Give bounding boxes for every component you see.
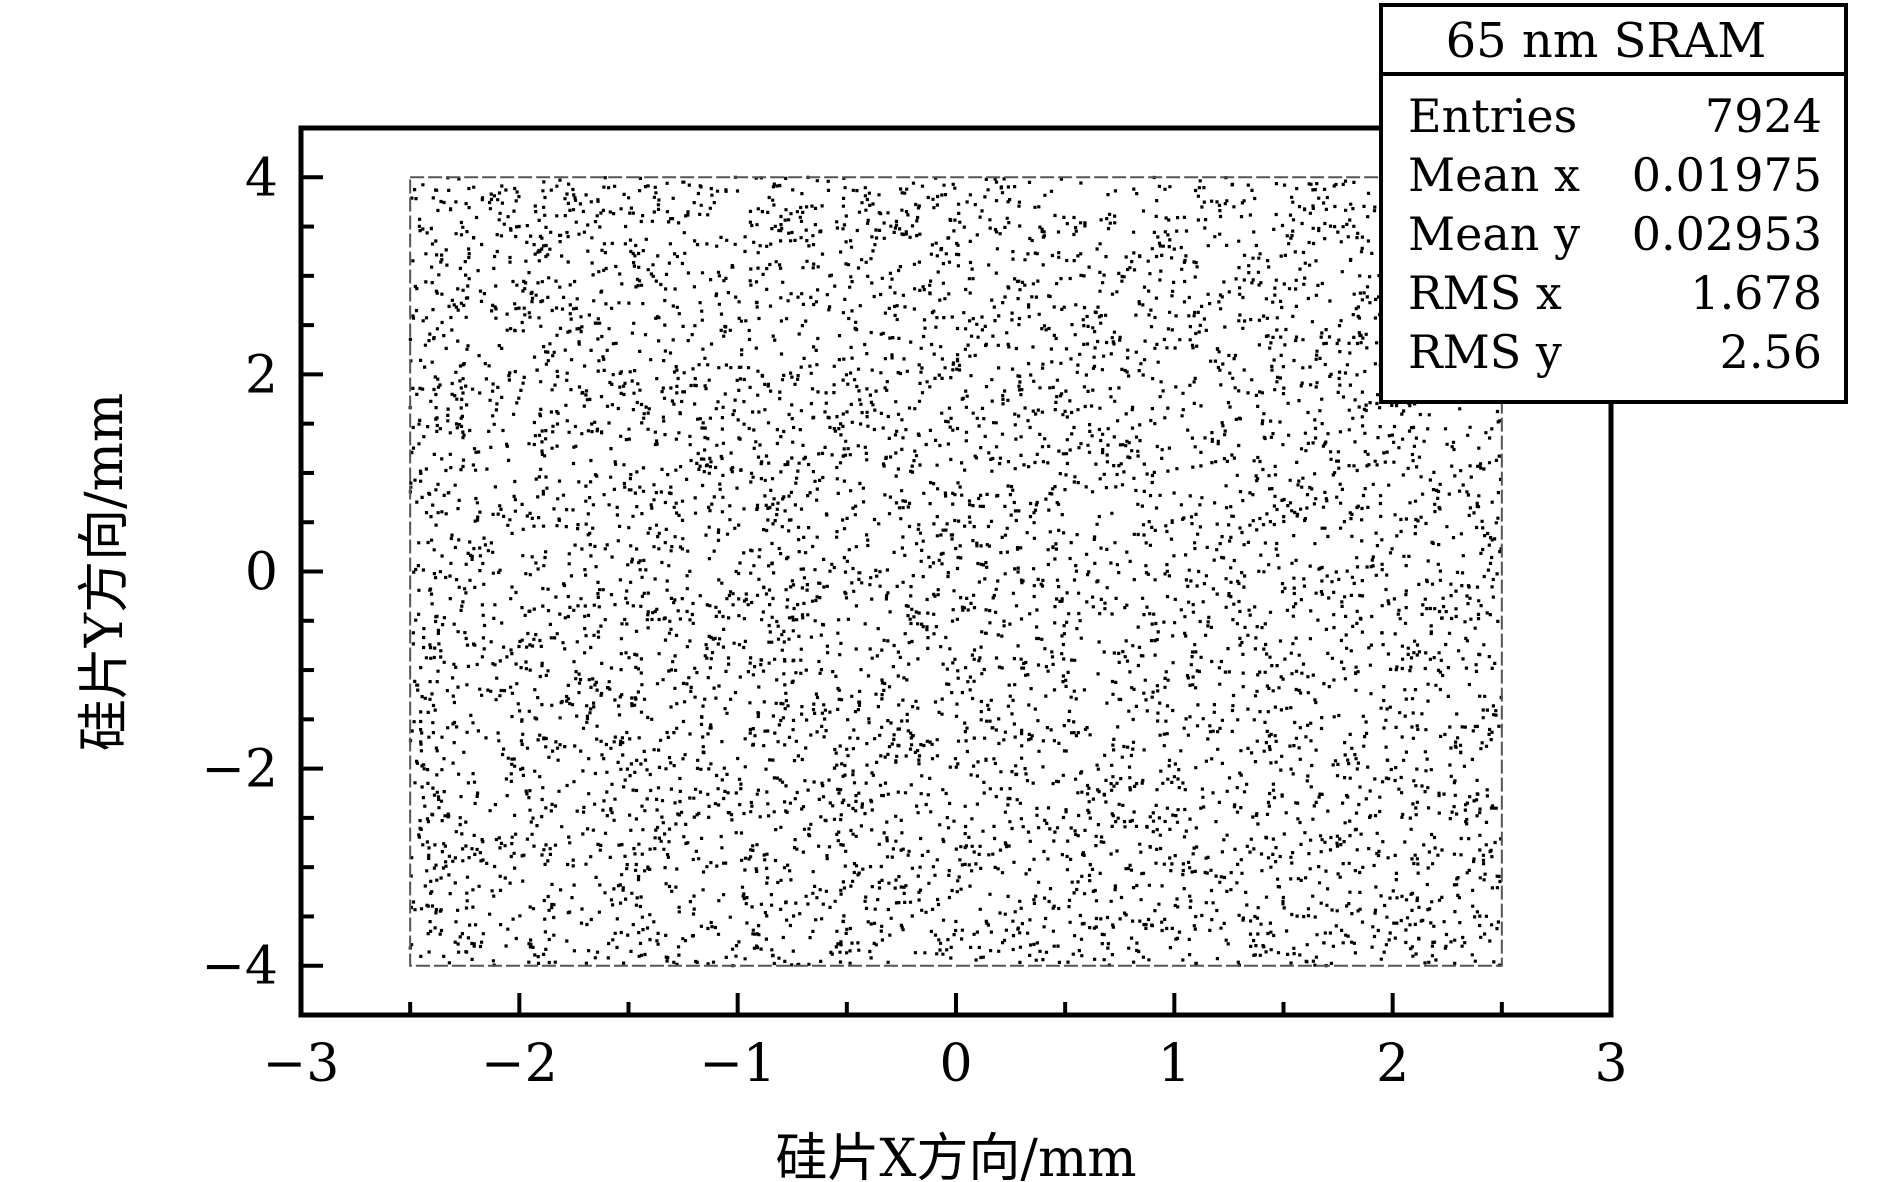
y-tick-label: 2: [245, 345, 278, 405]
stats-row-value: 2.56: [1720, 325, 1822, 379]
x-tick-label: −3: [263, 1034, 340, 1094]
stats-row-label: Entries: [1408, 89, 1577, 143]
stats-row-label: Mean x: [1408, 148, 1580, 202]
stats-row-label: RMS y: [1408, 325, 1562, 379]
axis-ticks: [299, 126, 1613, 1017]
x-tick-label: 2: [1376, 1034, 1409, 1094]
x-tick-label: 3: [1594, 1034, 1627, 1094]
stats-box: 65 nm SRAM Entries 7924 Mean x 0.01975 Mean …: [1379, 3, 1848, 404]
stats-row-label: Mean y: [1408, 207, 1580, 261]
scatter-points: [408, 175, 1504, 968]
x-tick-label: 0: [939, 1034, 972, 1094]
sampling-region-border: [409, 176, 1503, 967]
y-tick-label: 0: [245, 543, 278, 603]
y-tick-label: −4: [201, 937, 278, 997]
stats-row-value: 7924: [1705, 89, 1822, 143]
axis-tick-labels: −3 −2 −1 0 1 2 3 −4 −2 0 2 4: [201, 148, 1627, 1094]
y-tick-label: −2: [201, 740, 278, 800]
stats-box-frame: [1379, 3, 1848, 404]
y-axis-title: 硅片Y方向/mm: [75, 393, 135, 751]
x-axis-title: 硅片X方向/mm: [775, 1129, 1136, 1182]
x-tick-label: −1: [699, 1034, 776, 1094]
x-tick-label: 1: [1158, 1034, 1191, 1094]
stats-box-title: 65 nm SRAM: [1446, 13, 1767, 69]
x-tick-label: −2: [481, 1034, 558, 1094]
stats-row-value: 0.02953: [1632, 207, 1822, 261]
stats-rows: Entries 7924 Mean x 0.01975 Mean y 0.02953 RMS…: [1408, 89, 1822, 379]
y-tick-label: 4: [245, 148, 278, 208]
stats-row-value: 1.678: [1690, 266, 1822, 320]
stats-row-value: 0.01975: [1632, 148, 1822, 202]
stats-row-label: RMS x: [1408, 266, 1562, 320]
data-points: [408, 175, 1504, 968]
